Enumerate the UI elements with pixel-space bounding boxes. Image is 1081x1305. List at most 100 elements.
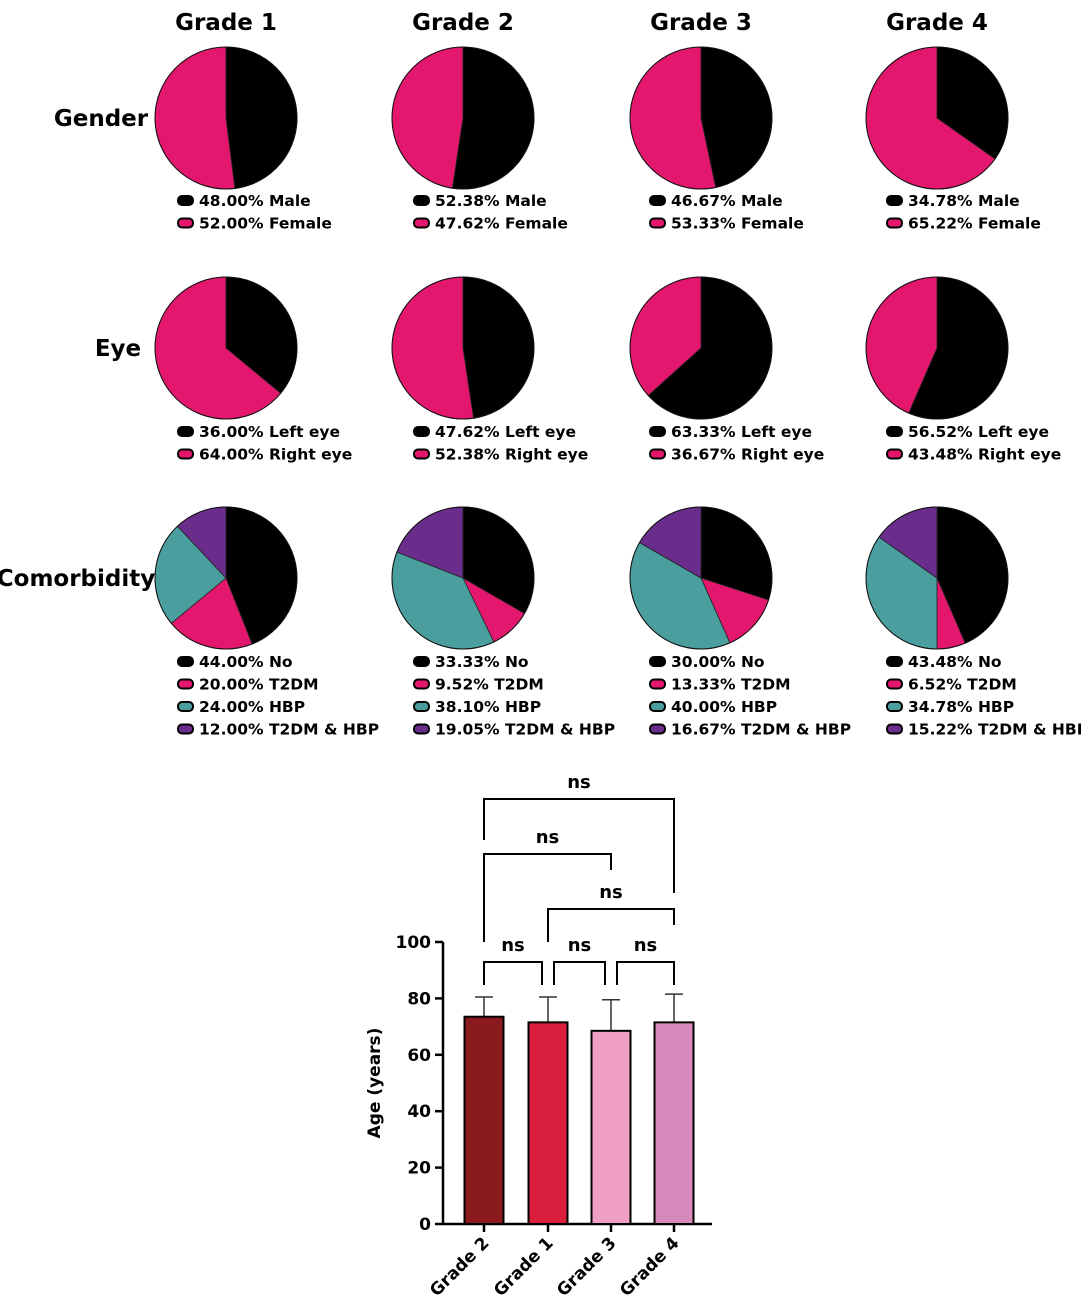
significance-bracket	[616, 961, 675, 985]
pie-gender-grade1	[154, 46, 298, 190]
legend-swatch	[649, 217, 666, 229]
legend-swatch	[177, 195, 194, 206]
pie-gender-grade3	[629, 46, 773, 190]
row-header-comorbidity: Comorbidity	[0, 566, 155, 592]
legend-swatch	[649, 723, 666, 735]
legend-label: 34.78% Male	[908, 192, 1020, 210]
legend-swatch	[649, 195, 666, 206]
significance-label: ns	[568, 935, 592, 956]
significance-label: ns	[501, 935, 525, 956]
legend-swatch	[413, 426, 430, 437]
legend-swatch	[413, 656, 430, 667]
pie-slice	[391, 276, 475, 420]
legend-label: 34.78% HBP	[908, 698, 1014, 716]
legend-label: 63.33% Left eye	[671, 423, 812, 441]
legend-swatch	[649, 656, 666, 667]
legend-label: 12.00% T2DM & HBP	[199, 721, 379, 739]
y-tick-label: 80	[407, 989, 431, 1009]
legend-label: 64.00% Right eye	[199, 446, 352, 464]
pie-eye-grade4	[865, 276, 1009, 420]
legend-label: 36.67% Right eye	[671, 446, 824, 464]
legend-swatch	[649, 426, 666, 437]
row-header-eye: Eye	[95, 336, 141, 362]
pie-eye-grade2	[391, 276, 535, 420]
pie-slice	[154, 46, 236, 190]
pie-gender-grade4	[865, 46, 1009, 190]
legend-label: 47.62% Left eye	[435, 423, 576, 441]
legend-label: 16.67% T2DM & HBP	[671, 721, 851, 739]
pie-outline	[391, 506, 535, 650]
significance-bracket	[483, 798, 675, 893]
legend-label: 53.33% Female	[671, 215, 804, 233]
legend-swatch	[177, 701, 194, 712]
legend-swatch	[886, 656, 903, 667]
legend-swatch	[413, 723, 430, 735]
legend-label: 56.52% Left eye	[908, 423, 1049, 441]
pie-outline	[154, 276, 298, 420]
bar-grade-3	[590, 1029, 632, 1225]
legend-label: 46.67% Male	[671, 192, 783, 210]
pie-comorbidity-grade2	[391, 506, 535, 650]
legend-label: 9.52% T2DM	[435, 676, 544, 694]
significance-bracket	[553, 961, 606, 985]
legend-swatch	[886, 701, 903, 712]
bar-grade-4	[653, 1021, 695, 1225]
y-tick-label: 100	[396, 933, 432, 953]
legend-label: 13.33% T2DM	[671, 676, 791, 694]
legend-swatch	[413, 701, 430, 712]
legend-swatch	[413, 448, 430, 460]
pie-outline	[865, 276, 1009, 420]
significance-bracket	[547, 908, 675, 942]
pie-eye-grade1	[154, 276, 298, 420]
legend-label: 43.48% Right eye	[908, 446, 1061, 464]
legend-swatch	[177, 448, 194, 460]
legend-swatch	[886, 678, 903, 690]
pie-outline	[391, 46, 535, 190]
bar-grade-1	[527, 1021, 569, 1225]
x-tick-label: Grade 1	[490, 1233, 557, 1300]
pie-outline	[629, 506, 773, 650]
legend-swatch	[177, 426, 194, 437]
legend-label: 47.62% Female	[435, 215, 568, 233]
pie-outline	[154, 506, 298, 650]
significance-label: ns	[536, 827, 560, 848]
y-axis-label: Age (years)	[365, 1028, 385, 1139]
legend-label: 15.22% T2DM & HBP	[908, 721, 1081, 739]
bar-grade-2	[463, 1015, 505, 1225]
legend-swatch	[177, 217, 194, 229]
legend-label: 24.00% HBP	[199, 698, 305, 716]
legend-label: 48.00% Male	[199, 192, 311, 210]
x-tick-label: Grade 4	[616, 1233, 683, 1300]
legend-label: 52.38% Right eye	[435, 446, 588, 464]
y-tick-label: 0	[419, 1215, 431, 1235]
column-header-4: Grade 4	[886, 10, 988, 36]
pie-slice	[391, 46, 464, 189]
legend-swatch	[413, 217, 430, 229]
legend-swatch	[413, 195, 430, 206]
legend-swatch	[413, 678, 430, 690]
legend-swatch	[886, 217, 903, 229]
legend-swatch	[886, 723, 903, 735]
legend-swatch	[886, 426, 903, 437]
y-tick-label: 20	[407, 1159, 431, 1179]
legend-label: 52.38% Male	[435, 192, 547, 210]
legend-swatch	[649, 678, 666, 690]
y-tick-label: 60	[407, 1046, 431, 1066]
significance-label: ns	[634, 935, 658, 956]
legend-label: 52.00% Female	[199, 215, 332, 233]
legend-swatch	[177, 723, 194, 735]
legend-label: 44.00% No	[199, 653, 293, 671]
legend-label: 65.22% Female	[908, 215, 1041, 233]
y-tick-label: 40	[407, 1102, 431, 1122]
pie-outline	[391, 276, 535, 420]
legend-label: 19.05% T2DM & HBP	[435, 721, 615, 739]
pie-slice	[451, 46, 535, 190]
legend-label: 33.33% No	[435, 653, 529, 671]
pie-outline	[865, 506, 1009, 650]
legend-label: 40.00% HBP	[671, 698, 777, 716]
legend-swatch	[649, 701, 666, 712]
row-header-gender: Gender	[54, 106, 149, 132]
column-header-3: Grade 3	[650, 10, 752, 36]
pie-outline	[629, 46, 773, 190]
